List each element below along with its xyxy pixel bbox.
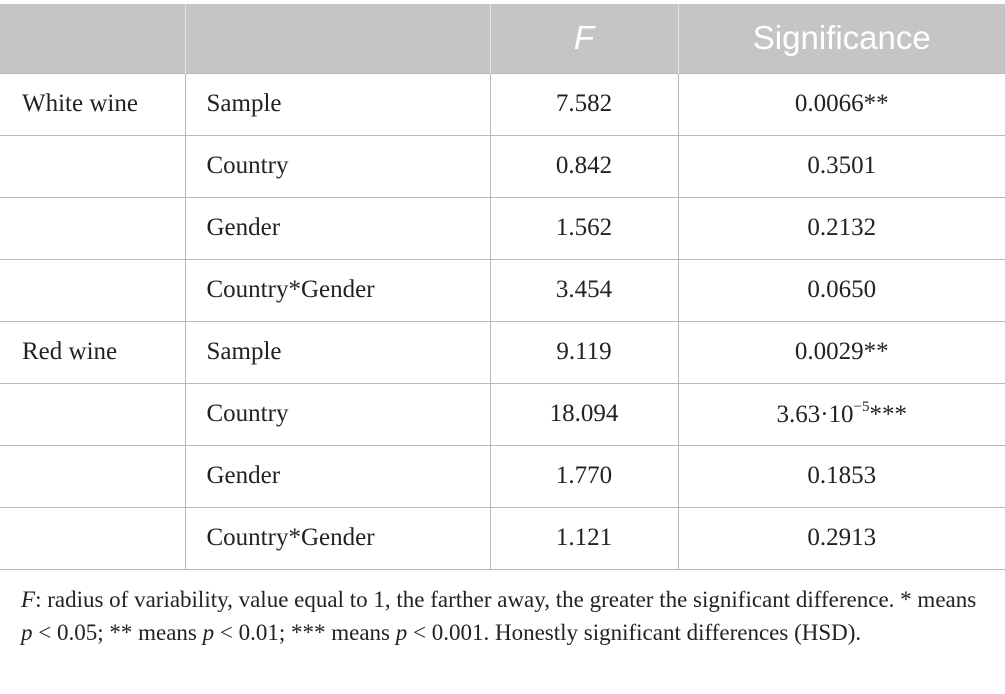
significance-cell: 0.2132 <box>677 196 1005 259</box>
footnote-p-symbol: p <box>21 620 33 645</box>
factor-cell: Gender <box>184 196 490 259</box>
footnote-text: < 0.01; *** means <box>214 620 396 645</box>
f-value-cell: 1.121 <box>489 506 678 570</box>
sig-base: 3.63·10 <box>776 401 854 428</box>
table-row: Red wine Sample 9.119 0.0029** <box>0 320 1005 383</box>
factor-cell: Gender <box>184 444 490 507</box>
factor-cell: Sample <box>184 320 490 383</box>
sig-exponent: −5 <box>853 399 870 415</box>
significance-cell: 0.1853 <box>677 444 1005 507</box>
f-value-cell: 3.454 <box>489 258 678 321</box>
factor-cell: Country <box>184 382 490 445</box>
group-label-red-wine: Red wine <box>0 320 185 383</box>
header-f: F <box>489 4 678 73</box>
f-value-cell: 0.842 <box>489 134 678 197</box>
table-row: Gender 1.562 0.2132 <box>0 196 1005 259</box>
table-row: Country 0.842 0.3501 <box>0 134 1005 197</box>
table-row: Country 18.094 3.63·10−5*** <box>0 382 1005 445</box>
factor-cell: Country <box>184 134 490 197</box>
footnote-p-symbol: p <box>202 620 215 645</box>
header-factor <box>184 4 490 73</box>
group-label-white-wine: White wine <box>0 72 185 135</box>
group-label-empty <box>0 258 185 321</box>
significance-cell: 3.63·10−5*** <box>677 382 1005 445</box>
anova-table: F Significance White wine Sample 7.582 0… <box>0 4 1005 570</box>
table-row: Gender 1.770 0.1853 <box>0 444 1005 507</box>
significance-cell: 0.3501 <box>677 134 1005 197</box>
group-label-empty <box>0 444 185 507</box>
f-value-cell: 7.582 <box>489 72 678 135</box>
significance-cell: 0.0066** <box>677 72 1005 135</box>
footnote-f-symbol: F <box>21 587 36 612</box>
footnote-text: : radius of variability, value equal to … <box>35 587 977 612</box>
group-label-empty <box>0 382 185 445</box>
f-value-cell: 1.562 <box>489 196 678 259</box>
header-significance: Significance <box>677 4 1005 73</box>
table-row: Country*Gender 3.454 0.0650 <box>0 258 1005 321</box>
f-value-cell: 1.770 <box>489 444 678 507</box>
significance-cell: 0.2913 <box>677 506 1005 570</box>
footnote-p-symbol: p <box>395 620 408 645</box>
group-label-empty <box>0 506 185 570</box>
factor-cell: Country*Gender <box>184 506 490 570</box>
table-header-row: F Significance <box>0 4 1005 73</box>
table-footnote: F: radius of variability, value equal to… <box>21 583 981 649</box>
group-label-empty <box>0 134 185 197</box>
footnote-text: < 0.001. Honestly significant difference… <box>407 620 862 645</box>
group-label-empty <box>0 196 185 259</box>
sig-stars: *** <box>869 401 908 428</box>
f-value-cell: 9.119 <box>489 320 678 383</box>
f-value-cell: 18.094 <box>489 382 678 445</box>
table-row: White wine Sample 7.582 0.0066** <box>0 72 1005 135</box>
footnote-text: < 0.05; ** means <box>32 620 203 645</box>
table-row: Country*Gender 1.121 0.2913 <box>0 506 1005 570</box>
significance-cell: 0.0650 <box>677 258 1005 321</box>
factor-cell: Country*Gender <box>184 258 490 321</box>
factor-cell: Sample <box>184 72 490 135</box>
significance-cell: 0.0029** <box>677 320 1005 383</box>
header-wine-type <box>0 4 185 73</box>
